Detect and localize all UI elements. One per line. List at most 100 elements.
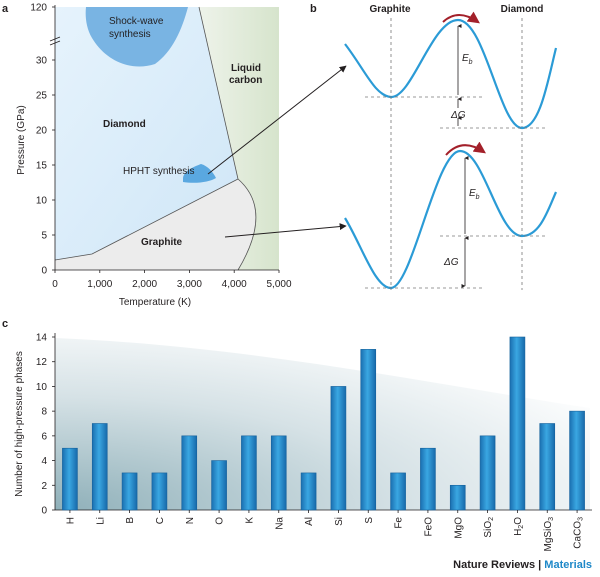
bar-mgo — [449, 484, 466, 511]
a-ytick-label: 25 — [36, 91, 48, 102]
bar-caco3 — [569, 410, 585, 511]
panel-a-label: a — [2, 3, 9, 15]
x-label-si: Si — [334, 517, 345, 526]
transition-arrow-bottom-icon — [445, 141, 486, 156]
x-label-caco3: CaCO3 — [573, 517, 585, 549]
panel-a-ylabel: Pressure (GPa) — [16, 105, 27, 174]
panel-c-label: c — [2, 318, 8, 330]
panel-c: c Number of high-pressure phases 0 2 4 6 8 10… — [2, 318, 592, 551]
a-xtick-label: 1,000 — [87, 279, 112, 290]
x-label-b: B — [125, 517, 136, 524]
panel-c-bars — [62, 336, 585, 511]
journal-section: Materials — [544, 559, 592, 571]
liquid-label-1: Liquid — [231, 63, 261, 74]
axis-break-icon — [49, 36, 61, 46]
a-ytick-label: 15 — [36, 161, 48, 172]
x-label-k: K — [244, 517, 255, 524]
c-ytick-label: 0 — [41, 506, 47, 517]
dg-label-top: ΔG — [450, 110, 466, 121]
a-xtick-label: 5,000 — [266, 279, 291, 290]
a-ytick-label: 30 — [36, 56, 48, 67]
a-xtick-label: 0 — [52, 279, 58, 290]
c-ytick-label: 4 — [41, 456, 47, 467]
hpht-region — [183, 164, 216, 183]
footer-separator: | — [538, 559, 542, 571]
c-ytick-label: 14 — [36, 333, 48, 344]
shock-wave-region — [85, 7, 188, 67]
panel-b-label: b — [310, 3, 317, 15]
bar-na — [270, 435, 287, 511]
bar-feo — [420, 447, 436, 511]
x-label-fe: Fe — [394, 517, 405, 529]
c-ytick-label: 12 — [36, 357, 48, 368]
bar-al — [300, 472, 317, 511]
dg-label-bottom: ΔG — [443, 257, 459, 268]
x-label-n: N — [185, 517, 196, 524]
eb-label-top: Eb — [462, 53, 473, 66]
a-ytick-label: 120 — [30, 3, 47, 14]
panel-c-xlabels: H Li B C N O K Na Al Si S Fe FeO MgO SiO2 H2O MgSiO3 CaCO… — [65, 510, 585, 552]
bar-b — [121, 472, 138, 511]
a-ytick-label: 0 — [41, 266, 47, 277]
energy-curve-top — [344, 18, 558, 130]
bar-si — [330, 386, 347, 511]
panel-a-xlabel: Temperature (K) — [119, 297, 191, 308]
bar-k — [241, 435, 257, 511]
bar-n — [181, 435, 198, 511]
a-ytick-label: 20 — [36, 126, 48, 137]
panel-b: b Graphite Diamond Eb ΔG Eb ΔG — [310, 3, 558, 290]
journal-name: Nature Reviews — [453, 559, 536, 571]
eb-label-bottom: Eb — [469, 188, 480, 201]
transition-arrow-top-icon — [442, 11, 480, 24]
diamond-region — [55, 7, 238, 260]
panel-c-ylabel: Number of high-pressure phases — [14, 351, 25, 497]
liquid-label-2: carbon — [229, 75, 262, 86]
c-ytick-label: 2 — [41, 481, 47, 492]
graphite-label: Graphite — [141, 237, 183, 248]
a-ytick-label: 10 — [36, 196, 48, 207]
panel-a-yticks: 0 5 10 15 20 25 30 120 — [30, 3, 55, 277]
x-label-al: Al — [304, 517, 315, 526]
panel-a-xticks: 0 1,000 2,000 3,000 4,000 5,000 — [52, 270, 292, 290]
x-label-mgsio3: MgSiO3 — [543, 517, 555, 552]
a-ytick-label: 5 — [41, 231, 47, 242]
x-label-s: S — [364, 517, 375, 524]
x-label-h2o: H2O — [513, 517, 525, 536]
bar-li — [91, 423, 108, 511]
a-xtick-label: 3,000 — [177, 279, 202, 290]
bar-fe — [390, 472, 406, 511]
x-label-o: O — [215, 517, 226, 525]
x-label-feo: FeO — [423, 517, 434, 537]
energy-curve-bottom — [344, 149, 558, 290]
a-xtick-label: 4,000 — [222, 279, 247, 290]
panel-a: a 0 5 10 15 20 25 30 120 0 1,000 2,000 3,000 4,000 5… — [2, 3, 292, 309]
diamond-label: Diamond — [103, 119, 146, 130]
x-label-mgo: MgO — [453, 517, 464, 539]
bar-sio2 — [479, 435, 496, 511]
c-ytick-label: 6 — [41, 431, 47, 442]
c-ytick-label: 8 — [41, 407, 47, 418]
hpht-label: HPHT synthesis — [123, 166, 195, 177]
x-label-c: C — [155, 517, 166, 524]
c-ytick-label: 10 — [36, 382, 48, 393]
x-label-na: Na — [274, 517, 285, 530]
x-label-sio2: SiO2 — [483, 517, 495, 538]
panel-c-yticks: 0 2 4 6 8 10 12 14 — [36, 333, 55, 517]
journal-footer: Nature Reviews | Materials — [453, 559, 592, 571]
bar-mgsio3 — [539, 423, 556, 511]
graphite-heading: Graphite — [369, 4, 411, 15]
bar-h2o — [509, 336, 526, 511]
liquid-carbon-region — [199, 7, 279, 270]
graphite-to-curve-arrow — [224, 223, 347, 238]
shock-label-1: Shock-wave — [109, 16, 164, 27]
x-label-h: H — [65, 517, 76, 524]
hpht-to-curve-arrow — [207, 65, 347, 175]
shock-label-2: synthesis — [109, 29, 151, 40]
diamond-heading: Diamond — [501, 4, 544, 15]
bar-h — [62, 447, 78, 511]
a-xtick-label: 2,000 — [132, 279, 157, 290]
bar-s — [360, 349, 377, 511]
bar-o — [211, 460, 227, 511]
x-label-li: Li — [95, 517, 106, 525]
